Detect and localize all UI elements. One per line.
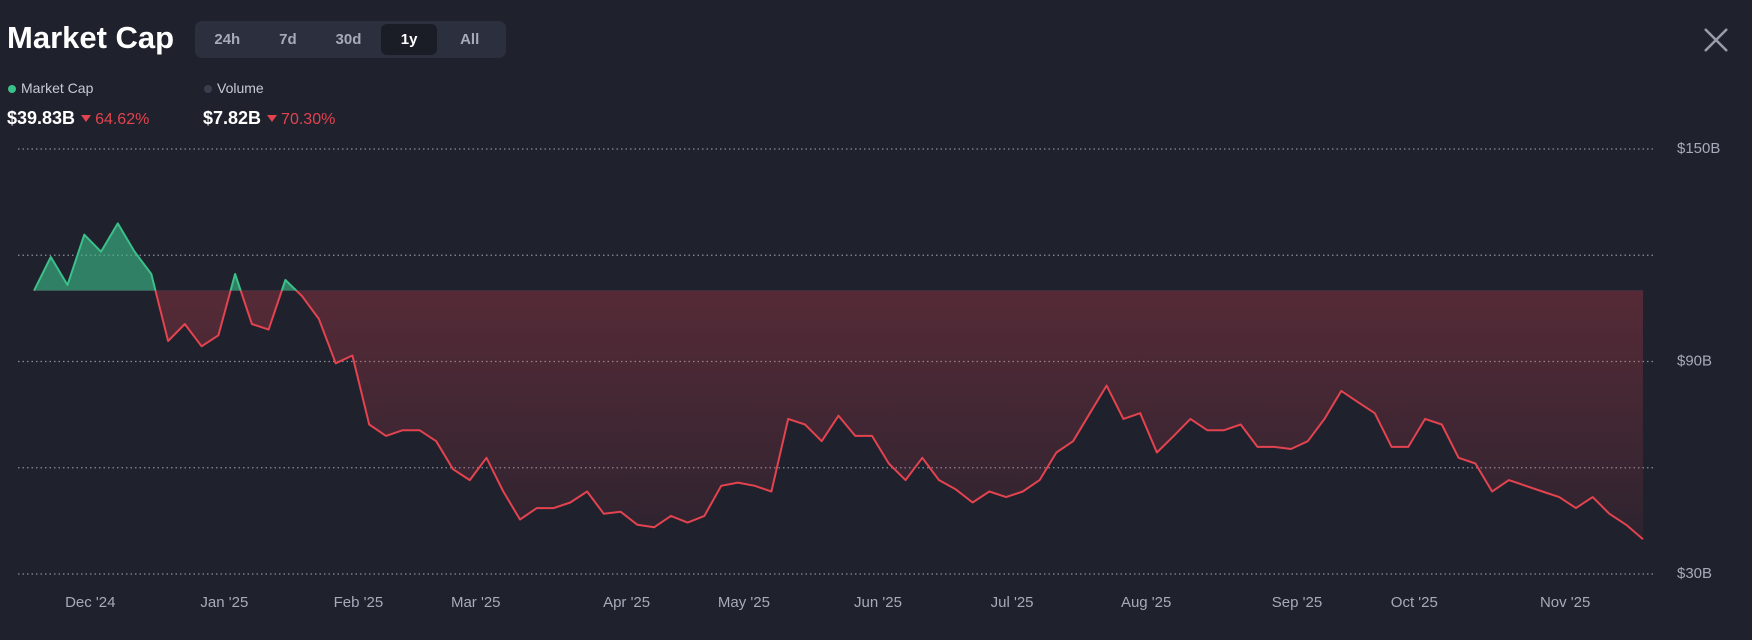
y-tick-label: $30B: [1677, 565, 1712, 582]
legend-value: $7.82B 70.30%: [203, 108, 335, 129]
legend-dot: [8, 85, 16, 93]
legend-item: Volume: [204, 80, 264, 96]
range-tabs: 24h 7d 30d 1y All: [195, 21, 506, 58]
value: $39.83B: [7, 108, 76, 128]
legend-label: Volume: [217, 80, 264, 96]
range-tab[interactable]: 1y: [380, 24, 438, 55]
close-button[interactable]: [1704, 28, 1728, 52]
title: Market Cap: [7, 20, 175, 55]
x-tick-label: Mar '25: [451, 594, 501, 611]
x-tick-label: Jun '25: [854, 594, 902, 611]
legend-dot: [204, 85, 212, 93]
legend-item: Market Cap: [8, 80, 93, 96]
x-tick-label: Aug '25: [1121, 594, 1171, 611]
change: 64.62%: [81, 111, 149, 128]
range-tab[interactable]: 24h: [214, 31, 241, 48]
range-tab[interactable]: All: [460, 31, 480, 48]
y-tick-label: $90B: [1677, 352, 1712, 369]
x-tick-label: Oct '25: [1391, 594, 1438, 611]
value: $7.82B: [203, 108, 262, 128]
x-tick-label: Dec '24: [65, 594, 115, 611]
range-tab[interactable]: 30d: [335, 31, 362, 48]
legend-value: $39.83B 64.62%: [7, 108, 149, 129]
x-tick-label: Apr '25: [603, 594, 650, 611]
x-tick-label: Feb '25: [334, 594, 384, 611]
x-tick-label: Nov '25: [1540, 594, 1590, 611]
line: [33, 222, 1644, 540]
x-tick-label: Jul '25: [991, 594, 1034, 611]
x-tick-label: Sep '25: [1272, 594, 1322, 611]
y-tick-label: $150B: [1677, 140, 1720, 157]
x-tick-label: May '25: [718, 594, 770, 611]
area: [34, 223, 1643, 540]
range-tab[interactable]: 7d: [279, 31, 297, 48]
x-tick-label: Jan '25: [200, 594, 248, 611]
legend-label: Market Cap: [21, 80, 94, 96]
change: 70.30%: [267, 111, 335, 128]
